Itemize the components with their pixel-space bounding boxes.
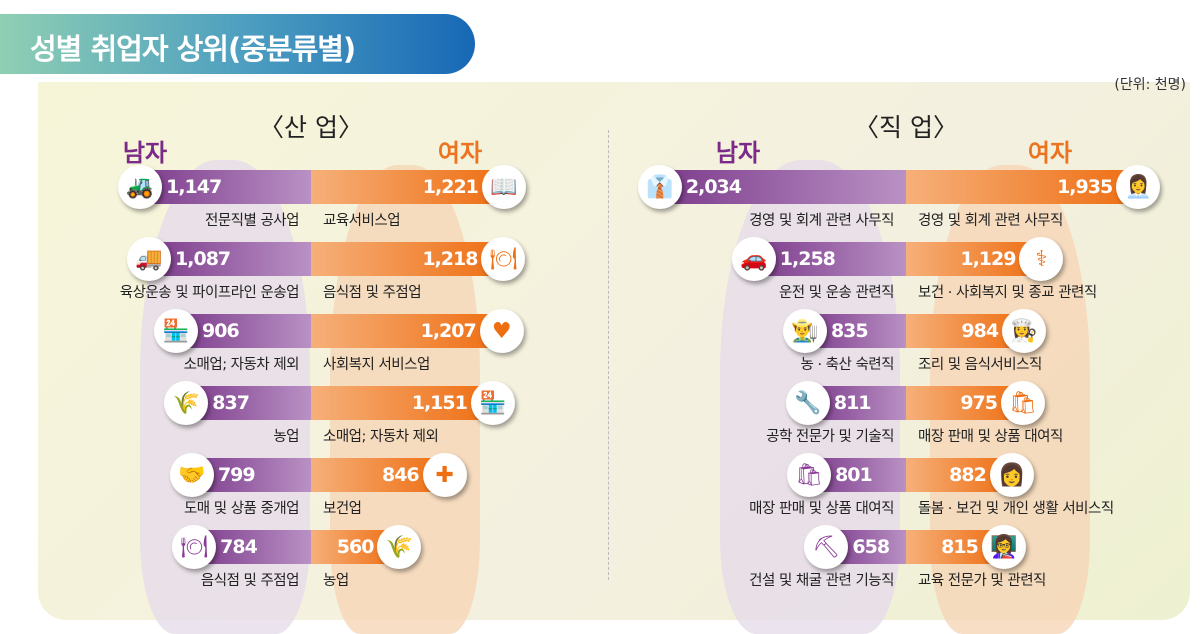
industry-heading: 〈산 업〉	[259, 113, 363, 142]
value-label: 906	[202, 320, 240, 342]
value-label: 784	[220, 536, 258, 558]
caregiver-icon: 👩	[989, 453, 1034, 497]
farmer-icon: 👨‍🌾	[782, 309, 827, 353]
driver-icon: 🚗	[731, 237, 776, 281]
category-label: 돌봄 · 보건 및 개인 생활 서비스직	[918, 501, 1114, 517]
industry-female-label: 여자	[437, 139, 483, 167]
wheat-icon: 🌾	[377, 525, 422, 569]
category-label: 소매업; 자동차 제외	[323, 429, 439, 445]
occupation-male-label: 남자	[715, 139, 761, 167]
category-label: 교육 전문가 및 관련직	[918, 573, 1046, 589]
heart-hands-icon: ♥	[479, 309, 524, 353]
category-label: 사회복지 서비스업	[323, 357, 430, 373]
category-label: 농업	[323, 573, 349, 589]
occupation-heading: 〈직 업〉	[854, 113, 958, 142]
value-label: 1,221	[422, 176, 479, 198]
female-bar: 1,151	[311, 386, 493, 420]
office-worker-icon: 👔	[637, 165, 682, 209]
category-label: 보건 · 사회복지 및 종교 관련직	[918, 285, 1097, 301]
engineer-icon: 🔧	[785, 381, 830, 425]
doctor-icon: ⚕	[1019, 237, 1064, 281]
salesperson-icon: 🛍	[1001, 381, 1045, 425]
category-label: 건설 및 채굴 관련 기능직	[749, 573, 894, 589]
category-label: 육상운송 및 파이프라인 운송업	[119, 285, 300, 301]
value-label: 837	[212, 392, 250, 414]
female-bar: 1,218	[311, 242, 504, 276]
category-label: 교육서비스업	[323, 213, 401, 229]
female-bar: 846	[311, 458, 445, 492]
truck-icon: 🚚	[127, 237, 172, 281]
first-aid-icon: ✚	[422, 453, 467, 497]
female-bar: 1,129	[906, 242, 1042, 276]
value-label: 801	[835, 464, 873, 486]
category-label: 음식점 및 주점업	[200, 573, 300, 589]
category-label: 매장 판매 및 상품 대여직	[918, 429, 1063, 445]
title-banner: 성별 취업자 상위(중분류별)	[0, 14, 475, 74]
category-label: 전문직별 공사업	[205, 213, 300, 229]
value-label: 975	[960, 392, 998, 414]
plate-icon: 🍽	[172, 525, 217, 569]
value-label: 799	[217, 464, 256, 486]
value-label: 2,034	[685, 176, 742, 198]
salesperson-icon: 🛍	[787, 453, 832, 497]
value-label: 1,218	[422, 248, 478, 270]
value-label: 1,258	[779, 248, 836, 270]
value-label: 658	[852, 536, 890, 558]
category-label: 경영 및 회계 관련 사무직	[749, 213, 894, 229]
value-label: 811	[833, 392, 872, 414]
plate-icon: 🍽	[481, 237, 526, 281]
category-label: 도매 및 상품 중개업	[183, 501, 300, 517]
wheat-icon: 🌾	[164, 381, 209, 425]
construction-worker-icon: ⛏	[804, 525, 849, 569]
value-label: 1,129	[960, 248, 1016, 270]
value-label: 1,147	[166, 176, 222, 198]
divider	[608, 130, 609, 580]
category-label: 농 · 축산 숙련직	[800, 357, 895, 373]
book-icon: 📖	[481, 165, 526, 209]
category-label: 조리 및 음식서비스직	[918, 357, 1042, 373]
category-label: 음식점 및 주점업	[323, 285, 422, 301]
excavator-icon: 🚜	[118, 165, 163, 209]
handshake-icon: 🤝	[169, 453, 214, 497]
value-label: 846	[381, 464, 420, 486]
store-icon: 🏪	[154, 309, 198, 353]
value-label: 560	[336, 536, 375, 558]
category-label: 운전 및 운송 관련직	[778, 285, 895, 301]
category-label: 소매업; 자동차 제외	[183, 357, 300, 373]
male-bar: 1,087	[149, 242, 311, 276]
value-label: 1,935	[1057, 176, 1113, 198]
unit-label: (단위: 천명)	[1114, 77, 1186, 93]
value-label: 1,087	[175, 248, 231, 270]
male-bar: 1,147	[140, 170, 311, 204]
value-label: 1,207	[420, 320, 477, 342]
category-label: 농업	[273, 429, 299, 445]
category-label: 공학 전문가 및 기술직	[766, 429, 894, 445]
male-bar: 906	[176, 314, 311, 348]
female-bar: 1,221	[311, 170, 504, 204]
page-title: 성별 취업자 상위(중분류별)	[30, 32, 356, 66]
value-label: 815	[941, 536, 979, 558]
male-bar: 2,034	[659, 170, 906, 204]
teacher-icon: 👩‍🏫	[981, 525, 1026, 569]
female-bar: 1,935	[906, 170, 1139, 204]
occupation-female-label: 여자	[1027, 139, 1073, 167]
category-label: 매장 판매 및 상품 대여직	[749, 501, 894, 517]
male-bar: 1,258	[753, 242, 906, 276]
category-label: 경영 및 회계 관련 사무직	[918, 213, 1063, 229]
value-label: 1,151	[411, 392, 468, 414]
category-label: 보건업	[323, 501, 362, 517]
store-icon: 🏪	[470, 381, 515, 425]
value-label: 984	[961, 320, 999, 342]
value-label: 882	[949, 464, 987, 486]
female-bar: 1,207	[311, 314, 502, 348]
chef-icon: 👩‍🍳	[1002, 309, 1047, 353]
value-label: 835	[830, 320, 869, 342]
industry-male-label: 남자	[122, 139, 168, 167]
office-worker-icon: 👩‍💼	[1116, 165, 1161, 209]
